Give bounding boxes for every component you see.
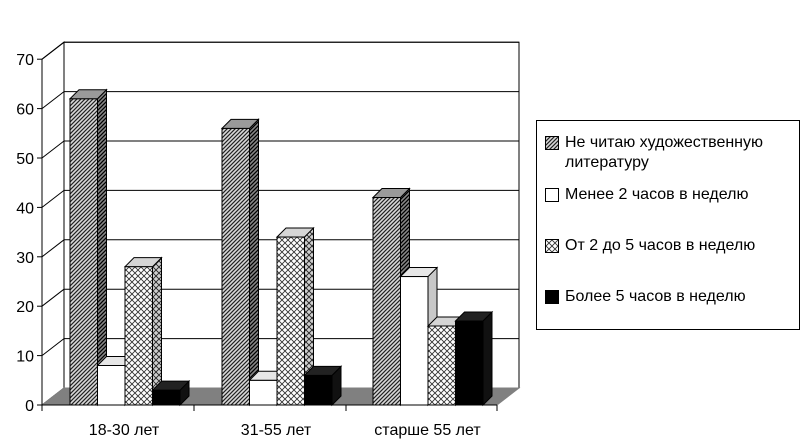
legend-item-2-5h: От 2 до 5 часов в неделю: [545, 236, 800, 256]
y-tick-label: 50: [16, 151, 34, 168]
bar-front: [427, 325, 456, 406]
gridline-diag: [41, 288, 65, 307]
x-tick-label: старше 55 лет: [374, 422, 481, 439]
legend-label: Более 5 часов в неделю: [565, 288, 746, 305]
legend-label: От 2 до 5 часов в неделю: [565, 237, 756, 254]
x-tick-label: 31-55 лет: [241, 422, 312, 439]
bar-front: [372, 197, 401, 406]
bar-more-5h: [151, 379, 191, 407]
legend: Не читаю художественную литературу Менее…: [536, 120, 800, 330]
gridline-diag: [41, 338, 65, 356]
gridline-diag: [41, 190, 65, 208]
bar-top: [123, 257, 163, 268]
legend-swatch-white: [545, 188, 559, 202]
legend-swatch-crosshatch: [545, 239, 559, 253]
bar-top: [151, 380, 191, 391]
gridline-diag: [41, 239, 65, 258]
gridline-diag: [41, 41, 65, 60]
bar-top: [220, 118, 260, 129]
bar-top: [399, 267, 439, 278]
bar-not-reading: [68, 88, 108, 407]
bar-top: [371, 188, 411, 199]
bars: [68, 88, 494, 407]
legend-swatch-hatch: [545, 136, 559, 150]
bar-front: [400, 276, 429, 406]
y-tick-label: 10: [16, 349, 34, 366]
x-tick-label: 18-30 лет: [89, 422, 160, 439]
bar-front: [97, 364, 126, 406]
bar-front: [69, 98, 98, 406]
bar-front: [152, 389, 181, 406]
bar-side: [482, 310, 493, 407]
bar-not-reading: [220, 118, 260, 407]
y-tick-label: 0: [25, 398, 34, 415]
bar-top: [303, 365, 343, 376]
bar-front: [124, 266, 153, 406]
bar-top: [454, 311, 494, 322]
y-tick-label: 20: [16, 299, 34, 316]
bar-front: [249, 379, 278, 406]
axes: [41, 59, 497, 406]
legend-item-less-2h: Менее 2 часов в неделю: [545, 185, 800, 205]
x-axis-ticks: 18-30 лет 31-55 лет старше 55 лет: [41, 405, 498, 439]
legend-label: Не читаю художественную литературу: [565, 134, 764, 171]
bar-side: [249, 118, 259, 407]
legend-item-not-reading: Не читаю художественную литературу: [545, 133, 800, 173]
bar-front: [304, 374, 333, 406]
bar-front: [455, 320, 484, 406]
bar-more-5h: [454, 310, 494, 407]
gridline-diag: [41, 140, 65, 159]
bar-2-5h: [275, 226, 315, 407]
side-wall: [41, 41, 65, 407]
legend-item-more-5h: Более 5 часов в неделю: [545, 287, 800, 307]
bar-top: [275, 227, 315, 238]
bar-front: [276, 236, 305, 406]
y-tick-label: 60: [16, 102, 34, 119]
bar-top: [68, 89, 108, 100]
y-tick-label: 40: [16, 200, 34, 217]
gridline-diag: [41, 91, 65, 109]
y-tick-label: 30: [16, 250, 34, 267]
bar-2-5h: [123, 256, 163, 407]
y-axis-ticks: 0 10 20 30 40 50 60 70: [16, 52, 42, 415]
legend-swatch-black: [545, 290, 559, 304]
legend-label: Менее 2 часов в неделю: [565, 186, 749, 203]
bar-more-5h: [303, 365, 343, 407]
bar-front: [221, 127, 250, 406]
y-tick-label: 70: [16, 52, 34, 69]
